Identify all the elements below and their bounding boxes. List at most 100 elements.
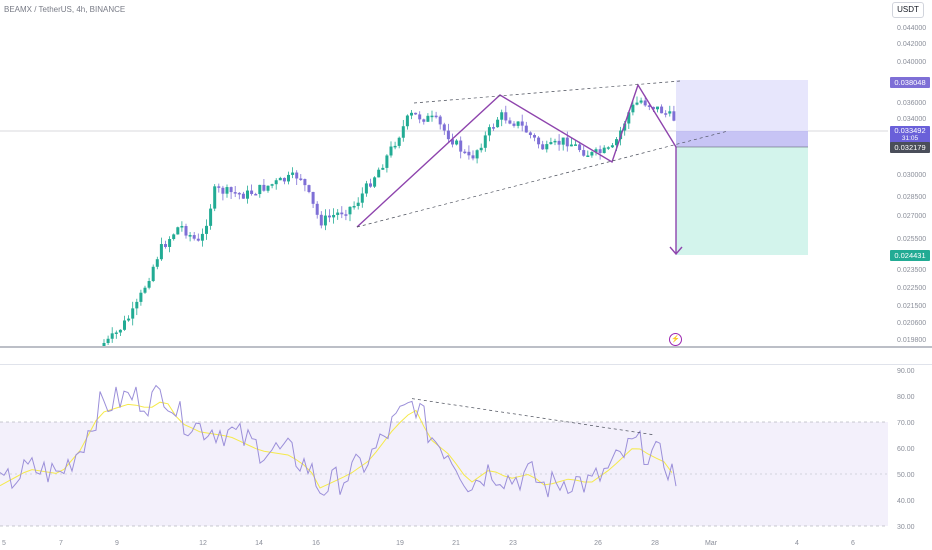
time-tick-label: Mar: [705, 540, 718, 547]
candle-body: [168, 239, 172, 247]
rsi-tick-label: 70.00: [897, 420, 915, 427]
candle-body: [434, 115, 438, 118]
candle-body: [233, 192, 237, 194]
candle-body: [192, 235, 196, 239]
candle-body: [229, 187, 233, 193]
currency-button[interactable]: USDT: [892, 2, 924, 18]
price-tick-label: 0.022500: [897, 285, 926, 292]
candle-body: [377, 169, 381, 178]
candle-body: [574, 144, 577, 146]
time-tick-label: 23: [509, 540, 517, 547]
candle-body: [615, 139, 618, 146]
rsi-tick-label: 60.00: [897, 446, 915, 453]
candle-body: [442, 124, 446, 131]
candle-body: [635, 102, 639, 105]
price-tick-label: 0.023500: [897, 267, 926, 274]
candle-body: [323, 215, 327, 226]
candle-body: [118, 329, 122, 333]
price-chart[interactable]: 0.044000 0.042000 0.040000 0.036000 0.034000…: [0, 0, 932, 346]
candle-body: [553, 140, 557, 143]
candle-body: [463, 151, 467, 154]
candle-body: [545, 144, 549, 150]
current-price-value: 0.033492: [894, 126, 926, 135]
price-tick-label: 0.028500: [897, 194, 926, 201]
candle-body: [332, 214, 336, 218]
candle-body: [356, 202, 360, 206]
candle-body: [278, 177, 282, 181]
candle-body: [569, 144, 573, 147]
candle-body: [537, 137, 541, 145]
candle-body: [213, 186, 217, 209]
candle-body: [487, 127, 491, 136]
alert-icon[interactable]: ⚡: [669, 333, 682, 346]
time-tick-label: 9: [115, 540, 119, 547]
candle-body: [426, 115, 430, 122]
candle-body: [405, 115, 409, 127]
candle-body: [451, 139, 454, 145]
candle-body: [508, 120, 512, 124]
candle-body: [610, 145, 614, 148]
candle-body: [180, 226, 184, 228]
candle-body: [520, 121, 524, 126]
candle-body: [315, 203, 319, 215]
rsi-tick-label: 40.00: [897, 498, 915, 505]
candle-body: [184, 226, 188, 236]
candle-body: [250, 190, 254, 194]
wedge-upper-line: [413, 80, 681, 104]
candle-body: [106, 338, 110, 343]
candle-body: [479, 147, 483, 151]
candle-body: [582, 150, 586, 156]
candle-body: [381, 167, 385, 170]
candle-body: [369, 183, 372, 187]
candle-body: [135, 301, 139, 309]
candle-body: [360, 193, 364, 203]
candle-body: [422, 119, 426, 122]
wedge-lower-line: [356, 130, 729, 228]
candle-body: [307, 185, 311, 192]
candle-body: [287, 174, 290, 182]
candle-body: [344, 214, 348, 216]
candle-body: [512, 123, 516, 126]
price-tick-label: 0.042000: [897, 41, 926, 48]
candle-body: [672, 111, 676, 121]
rsi-tick-label: 80.00: [897, 394, 915, 401]
candle-body: [668, 111, 672, 114]
candle-body: [151, 266, 155, 282]
candle-body: [102, 343, 106, 346]
candle-body: [348, 206, 352, 215]
time-tick-label: 6: [851, 540, 855, 547]
time-tick-label: 19: [396, 540, 404, 547]
candle-body: [598, 149, 602, 154]
candle-body: [643, 100, 647, 106]
candle-body: [639, 100, 643, 103]
candle-body: [131, 308, 135, 319]
price-tick-label: 0.021500: [897, 303, 926, 310]
time-tick-label: 21: [452, 540, 460, 547]
candle-body: [328, 215, 331, 218]
candle-body: [319, 214, 323, 226]
candle-body: [602, 147, 606, 154]
time-tick-label: 14: [255, 540, 263, 547]
candle-body: [274, 180, 278, 185]
candle-body: [475, 150, 479, 159]
price-tick-label: 0.027000: [897, 213, 926, 220]
candle-body: [631, 104, 635, 113]
target-price-label: 0.024431: [890, 250, 930, 261]
stop-zone: [676, 80, 808, 131]
stop-zone-near: [676, 131, 808, 147]
candle-body: [143, 287, 147, 293]
candle-body: [176, 227, 180, 235]
candle-body: [364, 183, 368, 194]
candle-body: [127, 318, 131, 321]
candle-body: [266, 185, 270, 191]
candle-body: [299, 178, 303, 180]
rsi-chart[interactable]: 90.00 80.00 70.00 60.00 50.00 40.00 30.00: [0, 365, 932, 535]
candle-body: [155, 259, 159, 267]
candle-body: [139, 292, 143, 302]
candle-body: [664, 113, 668, 115]
candle-body: [459, 140, 463, 152]
pane-divider[interactable]: [0, 346, 932, 348]
candle-body: [123, 320, 126, 330]
candle-body: [471, 155, 475, 159]
candle-body: [110, 333, 114, 339]
